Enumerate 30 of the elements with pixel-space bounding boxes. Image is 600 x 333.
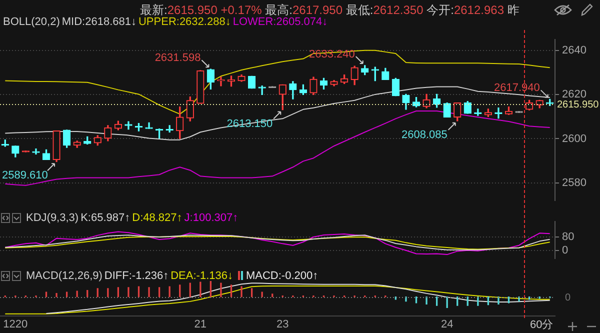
legend-title: BOLL(20,2) <box>3 16 60 28</box>
series-label: DIFF:-1.236↑ <box>104 270 169 282</box>
annotation: 2631.598 <box>154 52 201 64</box>
text: LOWER:2605.074↓ <box>232 16 328 28</box>
text: UPPER:2632.288↓ <box>138 16 231 28</box>
ref-line-label: 2615.950 <box>557 99 600 110</box>
series-label: D:48.827↑ <box>132 212 182 224</box>
x-tick-label: 21 <box>194 318 207 330</box>
y-tick-label: 2580 <box>562 176 586 189</box>
x-tick-label: 23 <box>276 318 289 330</box>
candlestick <box>124 121 132 130</box>
series-label: DEA:-1.136↓ <box>170 270 233 282</box>
y-tick-label: 2620 <box>562 88 586 101</box>
text: 60分 <box>530 318 554 332</box>
series-label: K:65.987↑ <box>80 212 130 224</box>
y-tick-label: 2640 <box>562 44 586 57</box>
legend-label: MACD:-0.200↑ <box>246 270 318 282</box>
y-tick-label: 80 <box>562 231 574 244</box>
chart-title: 最新:2615.950 +0.17% 最高:2617.950 最低:2612.350 今开:2612.963 昨 <box>140 3 520 17</box>
annotation: 2617.940 <box>494 82 540 94</box>
series-label: J:100.307↑ <box>184 212 238 224</box>
legend-title: KDJ(9,3,3) <box>26 212 79 224</box>
legend-title: MACD(12,26,9) <box>26 270 102 282</box>
annotation: 2608.085 <box>401 128 448 141</box>
x-tick-label: 1220 <box>3 318 28 330</box>
x-tick-label: 24 <box>440 318 454 330</box>
text: MID:2618.681↓ <box>62 16 136 28</box>
y-tick-label: 0 <box>562 244 568 256</box>
y-tick-label: 2600 <box>562 132 586 145</box>
annotation: 2589.610 <box>2 170 48 182</box>
